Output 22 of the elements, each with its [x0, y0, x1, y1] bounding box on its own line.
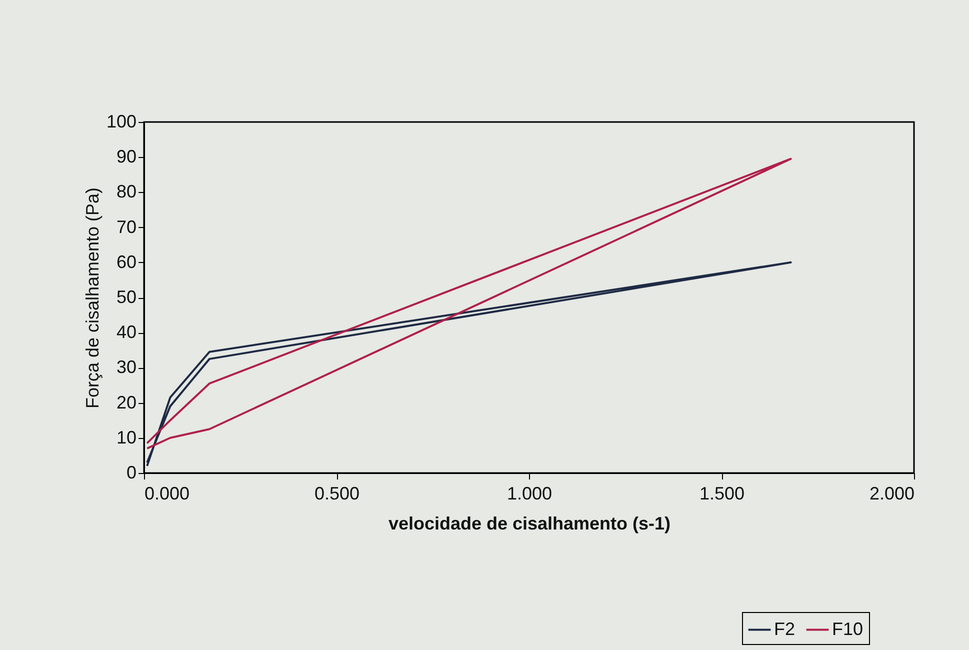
x-tick-label: 0.500	[314, 484, 360, 504]
y-tick-label: 40	[116, 322, 136, 342]
y-tick-label: 30	[116, 357, 136, 378]
legend-label: F2	[774, 618, 796, 639]
x-tick-label: 1.500	[699, 484, 745, 504]
y-tick-label: 60	[116, 252, 136, 272]
x-tick-label: 1.000	[506, 484, 552, 504]
y-axis-title: Força de cisalhamento (Pa)	[82, 187, 102, 409]
y-tick-label: 80	[116, 182, 136, 202]
y-tick-label: 50	[116, 287, 136, 307]
y-tick-label: 20	[116, 392, 136, 412]
legend-label: F10	[832, 618, 864, 639]
y-tick-label: 0	[126, 462, 136, 482]
x-tick-label: 2.000	[869, 484, 914, 504]
y-tick-label: 100	[106, 112, 136, 132]
x-tick-label: 0.000	[144, 484, 190, 504]
y-tick-label: 70	[116, 216, 136, 237]
y-tick-label: 90	[116, 146, 136, 167]
line-series	[146, 158, 792, 450]
line-series	[146, 261, 792, 467]
y-tick-label: 10	[116, 427, 136, 448]
x-axis-title: velocidade de cisalhamento (s-1)	[388, 514, 671, 534]
